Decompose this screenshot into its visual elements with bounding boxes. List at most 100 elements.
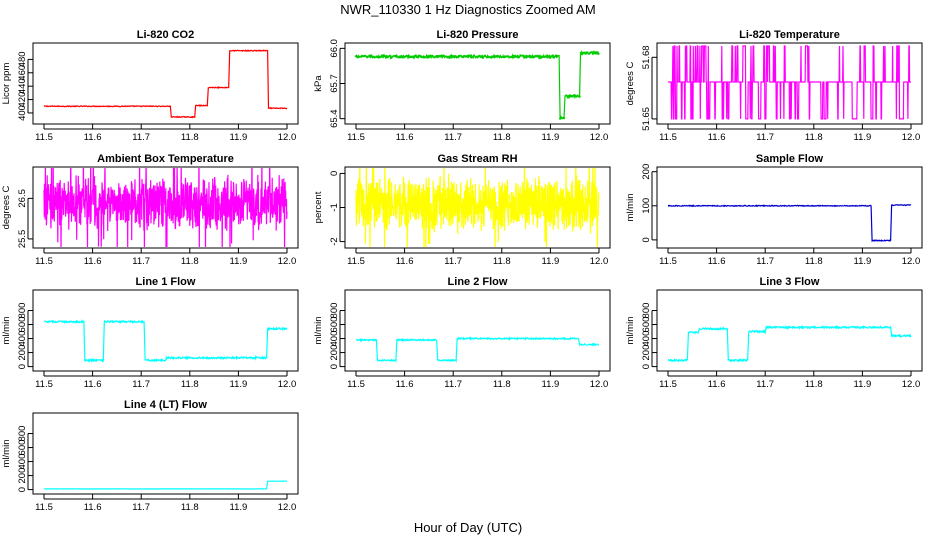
data-point [509, 55, 513, 59]
chart-panel: Li-820 CO2 Licor ppm 11.5 11.6 11.7 11.8 11.9 1… [1, 29, 299, 143]
data-point [572, 94, 576, 97]
series-line [667, 324, 912, 363]
data-point [392, 55, 395, 58]
y-tick-label: 26.5 [17, 189, 28, 208]
x-tick-label: 11.5 [35, 502, 53, 513]
x-tick-label: 11.9 [854, 379, 872, 390]
x-tick-label: 11.9 [542, 379, 560, 390]
y-tick-label: 0 [641, 237, 652, 242]
data-point [584, 52, 587, 55]
data-point [396, 55, 399, 58]
series-line [667, 203, 912, 243]
data-point [424, 56, 427, 59]
data-point [386, 56, 389, 59]
y-tick-label: 400 [17, 454, 28, 470]
data-point [416, 55, 419, 58]
y-tick-label: 600 [17, 317, 28, 333]
data-point [586, 51, 589, 54]
data-point [552, 56, 556, 59]
x-tick-label: 12.0 [278, 256, 297, 267]
data-point [565, 94, 568, 97]
x-tick-label: 11.8 [181, 379, 199, 390]
y-tick-label: 800 [329, 303, 340, 319]
x-tick-label: 11.7 [132, 379, 150, 390]
x-tick-label: 11.5 [35, 256, 53, 267]
y-axis-label: percent [313, 191, 324, 223]
data-point [530, 56, 533, 59]
data-point [453, 55, 457, 58]
x-tick-label: 11.6 [708, 379, 726, 390]
data-point [354, 55, 358, 58]
x-tick-label: 12.0 [590, 379, 609, 390]
x-tick-label: 12.0 [278, 502, 297, 513]
data-point [435, 55, 438, 58]
data-point [570, 94, 574, 98]
x-tick-label: 11.6 [84, 256, 102, 267]
data-point [538, 56, 541, 59]
panel-title: Line 4 (LT) Flow [124, 399, 207, 411]
x-tick-label: 11.8 [181, 256, 199, 267]
y-tick-label: 200 [17, 468, 28, 484]
data-point [405, 55, 408, 58]
data-point [412, 56, 415, 59]
x-tick-label: 11.8 [493, 256, 511, 267]
figure-title: NWR_110330 1 Hz Diagnostics Zoomed AM [340, 2, 596, 17]
x-tick-label: 12.0 [590, 256, 609, 267]
x-tick-label: 11.8 [181, 502, 199, 513]
data-point [422, 56, 425, 59]
data-point [409, 55, 412, 58]
x-tick-label: 12.0 [590, 132, 609, 143]
x-tick-label: 11.5 [347, 132, 365, 143]
y-axis-label: ml/min [1, 440, 12, 468]
data-point [476, 55, 479, 58]
data-point [549, 56, 552, 59]
data-point [368, 55, 371, 58]
data-point [502, 55, 505, 59]
data-point [547, 55, 550, 58]
data-point [508, 56, 511, 59]
chart-panel: Line 2 Flow ml/min 11.5 11.6 11.7 11.8 11.9 12.… [313, 276, 611, 390]
y-axis-label: ml/min [625, 194, 636, 222]
data-point [545, 55, 548, 58]
x-tick-label: 11.7 [756, 132, 774, 143]
y-tick-label: 400 [329, 331, 340, 347]
data-point [483, 54, 486, 58]
data-point [591, 52, 595, 55]
x-tick-label: 11.7 [132, 502, 150, 513]
y-tick-label: 800 [641, 303, 652, 319]
data-point [358, 55, 361, 58]
series-line [44, 480, 288, 490]
y-tick-label: 0 [17, 364, 28, 369]
data-point [390, 56, 393, 59]
chart-panel: Line 4 (LT) Flow ml/min 11.5 11.6 11.7 11.8 11… [1, 399, 299, 513]
x-axis-caption: Hour of Day (UTC) [414, 520, 522, 535]
x-tick-label: 11.8 [805, 132, 823, 143]
chart-panel: Gas Stream RH percent 11.5 11.6 11.7 11.8 11.9… [313, 153, 611, 267]
x-tick-label: 11.8 [493, 132, 511, 143]
data-point [536, 55, 539, 58]
x-tick-label: 11.5 [659, 132, 677, 143]
data-point [388, 54, 391, 58]
chart-panel: Line 1 Flow ml/min 11.5 11.6 11.7 11.8 11.9 12.… [1, 276, 299, 390]
data-point [384, 56, 387, 59]
data-point [381, 54, 384, 57]
x-tick-label: 11.6 [84, 502, 102, 513]
x-tick-label: 11.8 [493, 379, 511, 390]
x-tick-label: 11.9 [230, 379, 248, 390]
x-tick-label: 11.8 [181, 132, 199, 143]
x-tick-label: 11.9 [230, 132, 248, 143]
data-point [576, 94, 579, 97]
data-point [500, 56, 503, 59]
data-point [472, 54, 475, 57]
chart-panel: Li-820 Temperature degrees C 11.5 11.6 11.7 1… [625, 29, 923, 143]
y-tick-label: 200 [641, 164, 652, 180]
data-point [369, 54, 372, 57]
data-point [506, 55, 509, 58]
plot-frame [344, 289, 611, 372]
y-tick-label: 0 [641, 364, 652, 369]
series-line [43, 168, 288, 247]
data-point [418, 54, 421, 57]
data-point [371, 56, 374, 59]
data-point [478, 54, 481, 57]
x-tick-label: 11.5 [659, 256, 677, 267]
